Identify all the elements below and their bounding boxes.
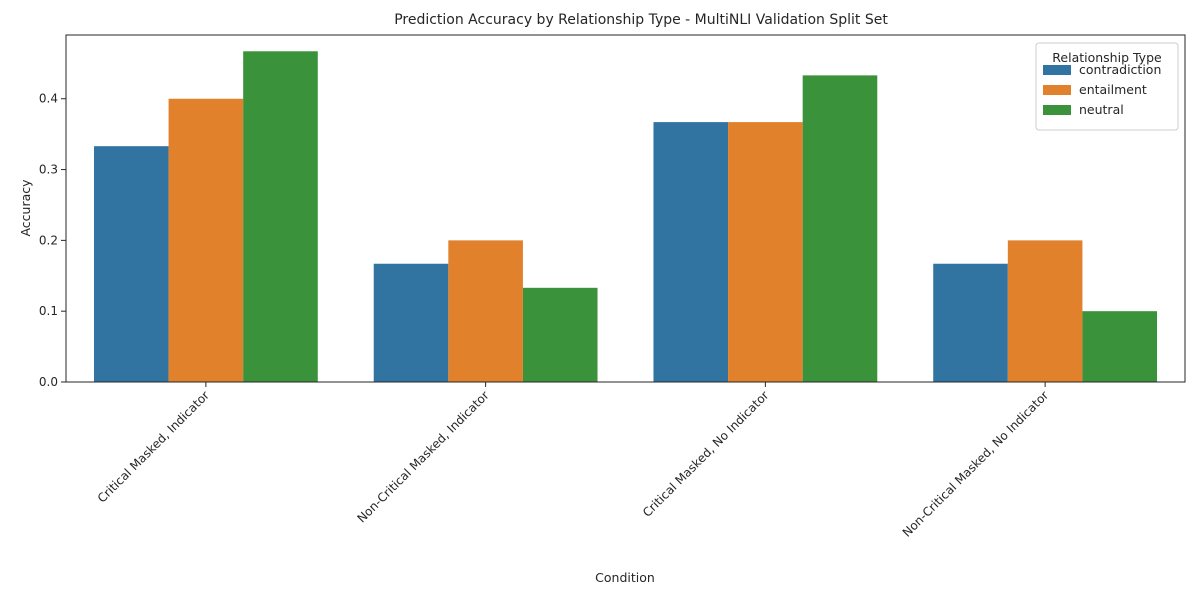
legend-swatch-contradiction [1043, 65, 1071, 75]
x-tick-label: Critical Masked, No Indicator [640, 388, 772, 520]
bar-entailment [168, 98, 244, 383]
legend-label-neutral: neutral [1079, 102, 1124, 117]
bar-neutral [1082, 311, 1158, 382]
y-tick-label: 0.1 [39, 304, 58, 318]
bar-contradiction [373, 263, 449, 382]
x-tick-label: Non-Critical Masked, No Indicator [900, 388, 1052, 540]
legend: Relationship Type contradiction entailmen… [1035, 42, 1179, 131]
bar-entailment [448, 240, 523, 382]
x-axis-label: Condition [595, 570, 655, 585]
bars-group [93, 51, 1158, 383]
bar-neutral [802, 75, 878, 383]
legend-title: Relationship Type [1052, 50, 1162, 65]
y-axis: 0.0 0.1 0.2 0.3 0.4 [39, 92, 66, 389]
bar-neutral [243, 51, 318, 383]
legend-label-contradiction: contradiction [1079, 62, 1161, 77]
legend-label-entailment: entailment [1079, 82, 1147, 97]
plot-frame [65, 34, 1186, 383]
bar-contradiction [653, 122, 729, 383]
chart-title: Prediction Accuracy by Relationship Type… [394, 12, 888, 28]
legend-box [1035, 42, 1179, 131]
bar-entailment [1007, 240, 1083, 382]
y-tick-label: 0.3 [39, 163, 58, 177]
x-tick-label: Non-Critical Masked, Indicator [354, 388, 491, 525]
y-tick-label: 0.4 [39, 92, 58, 106]
x-tick-label: Critical Masked, Indicator [95, 388, 212, 505]
bar-entailment [728, 122, 803, 383]
bar-contradiction [93, 146, 169, 382]
legend-swatch-entailment [1043, 85, 1071, 95]
y-tick-label: 0.2 [39, 233, 58, 247]
bar-neutral [522, 287, 598, 382]
legend-swatch-neutral [1043, 105, 1071, 115]
x-axis: Critical Masked, Indicator Non-Critical M… [95, 382, 1052, 540]
bar-contradiction [933, 263, 1008, 382]
y-tick-label: 0.0 [39, 375, 58, 389]
y-axis-label: Accuracy [18, 179, 33, 237]
